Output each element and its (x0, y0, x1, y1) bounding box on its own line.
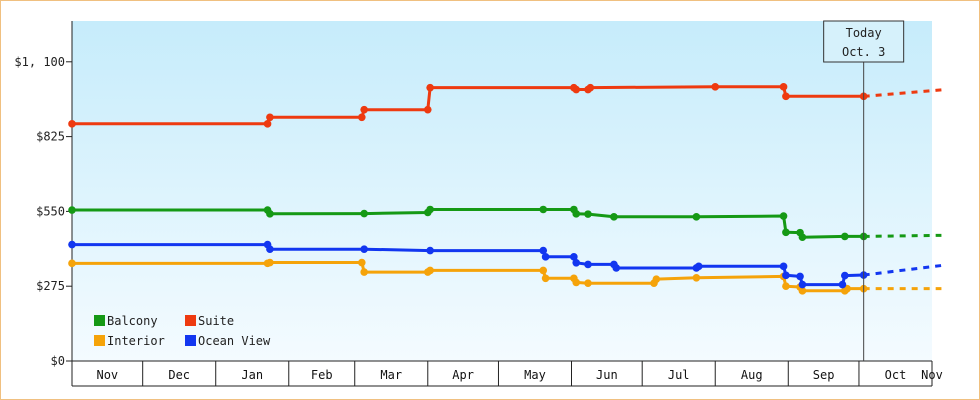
series-forecast-line (863, 88, 942, 98)
data-point (360, 268, 368, 276)
x-tick-label: May (524, 368, 546, 382)
data-point (584, 210, 592, 218)
legend-swatch (185, 335, 196, 346)
data-point (782, 271, 790, 280)
legend: Balcony Suite Interior Ocean View (94, 314, 271, 348)
data-point (539, 246, 548, 255)
x-tick-label: Sep (813, 368, 835, 382)
data-point (266, 245, 274, 254)
data-point (360, 209, 368, 218)
data-point (266, 113, 274, 122)
data-point (572, 259, 581, 267)
legend-label: Ocean View (198, 334, 271, 348)
x-tick-label: Nov (921, 368, 943, 382)
data-point (838, 280, 847, 289)
legend-swatch (94, 335, 105, 346)
today-date-label: Oct. 3 (842, 45, 885, 59)
y-tick-label: $1, 100 (14, 55, 65, 69)
legend-label: Suite (198, 314, 234, 328)
legend-label: Interior (107, 334, 165, 348)
series-forecast-line (863, 233, 942, 238)
data-point (782, 228, 790, 237)
data-point (426, 246, 434, 255)
data-point (68, 259, 76, 268)
plot-background (72, 21, 932, 361)
y-axis: $0 $275 $550 $825 $1, 100 (14, 21, 73, 368)
data-point (652, 275, 661, 283)
data-point (541, 274, 550, 283)
x-tick-label: Jun (596, 368, 618, 382)
x-tick-label: Apr (452, 368, 474, 382)
data-point (798, 287, 807, 295)
data-point (572, 85, 581, 94)
data-point (586, 83, 595, 92)
y-tick-label: $825 (36, 130, 65, 144)
data-point (779, 83, 788, 91)
data-point (584, 260, 592, 269)
data-point (782, 282, 790, 291)
data-point (779, 212, 788, 220)
legend-label: Balcony (107, 314, 158, 328)
x-tick-label: Dec (168, 368, 190, 382)
data-point (779, 262, 788, 271)
y-tick-label: $275 (36, 279, 65, 293)
x-axis: Nov Dec Jan Feb Mar Apr May Jun Jul Aug Sep Oct Nov (71, 360, 943, 387)
data-point (541, 253, 550, 261)
x-tick-label: Mar (380, 368, 402, 382)
data-point (841, 271, 849, 280)
data-point (68, 240, 76, 249)
legend-swatch (185, 315, 196, 326)
data-point (263, 120, 272, 128)
x-tick-label: Oct (885, 368, 907, 382)
data-point (572, 278, 581, 287)
data-point (423, 105, 432, 114)
data-point (692, 273, 701, 282)
data-point (358, 113, 366, 122)
data-point (572, 210, 581, 218)
data-point (570, 253, 578, 261)
data-point (68, 206, 76, 214)
data-point (360, 105, 368, 114)
y-tick-label: $550 (36, 204, 65, 218)
data-point (358, 258, 366, 267)
data-point (694, 262, 703, 271)
x-tick-label: Feb (311, 368, 333, 382)
data-point (692, 213, 701, 221)
x-tick-label: Jan (241, 368, 263, 382)
data-point (610, 213, 618, 221)
data-point (798, 280, 807, 289)
data-point (68, 120, 76, 128)
data-point (266, 210, 274, 218)
series-forecast-line (863, 264, 942, 277)
data-point (612, 264, 621, 272)
data-point (782, 92, 790, 101)
y-tick-label: $0 (51, 354, 65, 368)
data-point (426, 83, 434, 92)
data-point (266, 258, 274, 267)
x-tick-label: Nov (96, 368, 118, 382)
x-tick-label: Aug (741, 368, 763, 382)
legend-swatch (94, 315, 105, 326)
data-point (539, 266, 548, 275)
today-marker: Today Oct. 3 (823, 20, 905, 361)
data-point (584, 279, 592, 288)
data-point (841, 232, 849, 241)
data-point (426, 266, 434, 275)
series-layer (68, 83, 942, 295)
data-point (711, 83, 720, 91)
data-point (796, 272, 804, 281)
x-tick-label: Jul (668, 368, 690, 382)
data-point (360, 245, 368, 254)
data-point (539, 205, 548, 214)
today-box (823, 20, 905, 63)
today-label: Today (846, 26, 882, 40)
data-point (798, 233, 807, 242)
data-point (426, 205, 434, 214)
